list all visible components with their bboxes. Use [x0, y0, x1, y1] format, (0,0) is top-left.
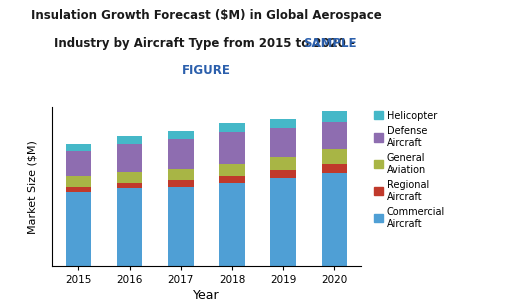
Bar	[321, 149, 347, 164]
Bar	[270, 128, 296, 157]
Text: Industry by Aircraft Type from 2015 to 2020 -: Industry by Aircraft Type from 2015 to 2…	[54, 37, 359, 50]
Bar	[66, 144, 91, 151]
Bar	[321, 164, 347, 173]
Bar	[66, 192, 91, 266]
Bar	[168, 169, 194, 181]
Bar	[117, 183, 142, 188]
Bar	[168, 131, 194, 139]
Text: SAMPLE: SAMPLE	[303, 37, 357, 50]
Bar	[66, 176, 91, 187]
Bar	[219, 164, 245, 176]
Bar	[168, 181, 194, 187]
Bar	[321, 122, 347, 149]
Bar	[219, 183, 245, 266]
Bar	[219, 123, 245, 132]
Bar	[270, 119, 296, 128]
Bar	[168, 187, 194, 266]
Bar	[321, 173, 347, 266]
Bar	[117, 172, 142, 183]
Bar	[66, 187, 91, 192]
Bar	[66, 151, 91, 176]
Bar	[219, 132, 245, 164]
Bar	[117, 144, 142, 172]
Bar	[270, 178, 296, 266]
Bar	[270, 157, 296, 170]
Bar	[168, 139, 194, 169]
Bar	[117, 136, 142, 144]
Text: Insulation Growth Forecast ($M) in Global Aerospace: Insulation Growth Forecast ($M) in Globa…	[31, 9, 382, 22]
Legend: Helicopter, Defense
Aircraft, General
Aviation, Regional
Aircraft, Commercial
Ai: Helicopter, Defense Aircraft, General Av…	[372, 109, 447, 230]
X-axis label: Year: Year	[193, 289, 220, 302]
Bar	[117, 188, 142, 266]
Bar	[321, 111, 347, 122]
Y-axis label: Market Size ($M): Market Size ($M)	[28, 140, 38, 233]
Text: FIGURE: FIGURE	[182, 64, 231, 77]
Bar	[270, 170, 296, 178]
Bar	[219, 176, 245, 183]
